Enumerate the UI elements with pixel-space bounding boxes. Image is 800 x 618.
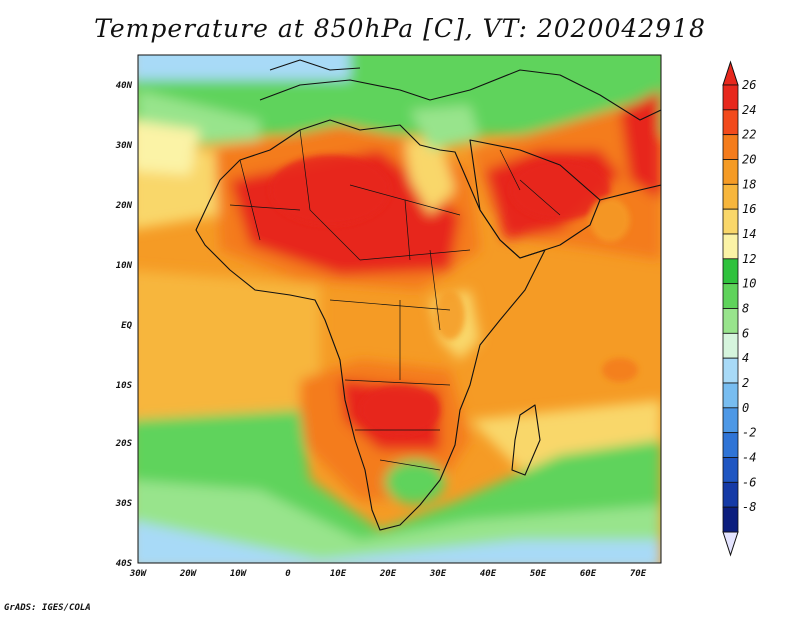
colorbar-label: 18 (742, 177, 756, 191)
colorbar-swatch (723, 358, 738, 383)
colorbar-swatch (723, 333, 738, 358)
colorbar-label: -2 (742, 426, 756, 440)
lat-label: 20N (115, 201, 133, 211)
lat-label: 10N (116, 261, 133, 271)
colorbar-label: 26 (742, 78, 756, 92)
colorbar-label: 10 (742, 277, 756, 291)
colorbar-label: 24 (742, 103, 756, 117)
colorbar-label: 0 (742, 401, 749, 415)
colorbar-swatch (723, 184, 738, 209)
colorbar-label: 2 (742, 376, 749, 390)
colorbar-swatch (723, 309, 738, 334)
colorbar-swatch (723, 85, 738, 110)
colorbar-swatch (723, 383, 738, 408)
lat-label: 40S (116, 559, 133, 569)
colorbar-label: -8 (742, 500, 756, 514)
colorbar-label: 20 (742, 153, 756, 167)
colorbar-label: 14 (742, 227, 756, 241)
lon-label: 70E (630, 569, 647, 579)
longitude-labels: 30W 20W 10W 0 10E 20E 30E 40E 50E 60E 70… (129, 569, 647, 579)
colorbar-bottom-triangle (723, 532, 738, 555)
lon-label: 60E (580, 569, 597, 579)
lat-label: 10S (116, 381, 133, 391)
lon-label: 10E (330, 569, 347, 579)
lat-label: 30S (115, 499, 133, 509)
lon-label: 40E (480, 569, 497, 579)
lon-label: 0 (285, 569, 291, 579)
colorbar-swatch (723, 433, 738, 458)
latitude-labels: 40N 30N 20N 10N EQ 10S 20S 30S 40S (115, 81, 133, 569)
lat-label: 30N (115, 141, 133, 151)
temperature-field (130, 40, 670, 570)
map-figure: 40N 30N 20N 10N EQ 10S 20S 30S 40S 30W 2… (0, 0, 800, 618)
lat-label: 20S (115, 439, 133, 449)
lat-label: EQ (121, 321, 132, 331)
colorbar-swatch (723, 160, 738, 185)
lon-label: 20W (179, 569, 198, 579)
colorbar-label: 12 (742, 252, 756, 266)
colorbar-swatch (723, 284, 738, 309)
colorbar-swatch (723, 234, 738, 259)
colorbar-top-triangle (723, 62, 738, 85)
grads-credit: GrADS: IGES/COLA (4, 603, 91, 613)
colorbar-label: 8 (742, 302, 749, 316)
lon-label: 20E (379, 569, 397, 579)
lon-label: 10W (230, 569, 248, 579)
colorbar-swatch (723, 482, 738, 507)
colorbar-label: 4 (742, 351, 749, 365)
colorbar-swatch (723, 110, 738, 135)
colorbar-swatch (723, 209, 738, 234)
colorbar-swatch (723, 135, 738, 160)
lat-label: 40N (116, 81, 133, 91)
colorbar-swatch (723, 458, 738, 483)
colorbar-label: 16 (742, 202, 756, 216)
colorbar-label: 22 (742, 128, 756, 142)
colorbar-label: 6 (742, 326, 749, 340)
colorbar-swatch (723, 507, 738, 532)
colorbar-label: -6 (742, 475, 756, 489)
lon-label: 50E (530, 569, 547, 579)
colorbar-label: -4 (742, 451, 756, 465)
colorbar-swatch (723, 408, 738, 433)
colorbar-swatch (723, 259, 738, 284)
lon-label: 30E (429, 569, 447, 579)
lon-label: 30W (129, 569, 148, 579)
